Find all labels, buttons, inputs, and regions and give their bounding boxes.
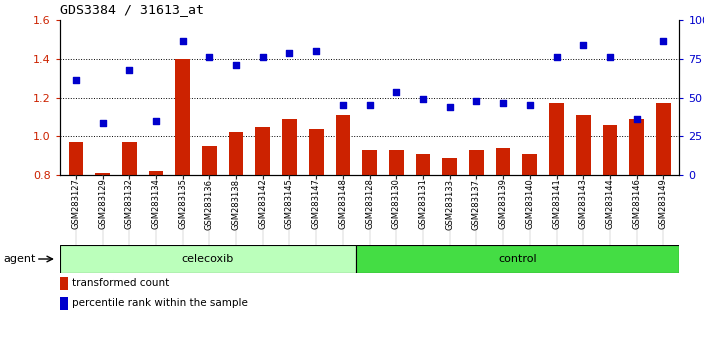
Bar bbox=[389, 150, 403, 175]
Text: GSM283129: GSM283129 bbox=[98, 178, 107, 229]
Bar bbox=[442, 158, 457, 175]
Point bbox=[577, 42, 589, 48]
Text: GSM283139: GSM283139 bbox=[498, 178, 508, 229]
Bar bbox=[95, 173, 110, 175]
Bar bbox=[309, 129, 324, 175]
Point bbox=[230, 62, 241, 67]
Text: GSM283132: GSM283132 bbox=[125, 178, 134, 229]
Text: GSM283142: GSM283142 bbox=[258, 178, 268, 229]
Bar bbox=[469, 150, 484, 175]
Point bbox=[551, 54, 562, 59]
Text: GSM283141: GSM283141 bbox=[552, 178, 561, 229]
Text: GSM283131: GSM283131 bbox=[418, 178, 427, 229]
Bar bbox=[149, 171, 163, 175]
Bar bbox=[415, 154, 430, 175]
Point bbox=[124, 68, 135, 73]
Bar bbox=[549, 103, 564, 175]
Point bbox=[444, 104, 455, 110]
Text: GSM283147: GSM283147 bbox=[312, 178, 321, 229]
Bar bbox=[629, 119, 644, 175]
Point bbox=[364, 102, 375, 108]
Bar bbox=[336, 115, 350, 175]
Text: agent: agent bbox=[4, 254, 36, 264]
Point bbox=[658, 39, 669, 44]
Bar bbox=[229, 132, 244, 175]
Text: GSM283128: GSM283128 bbox=[365, 178, 374, 229]
Point bbox=[524, 102, 536, 108]
Text: GSM283127: GSM283127 bbox=[71, 178, 80, 229]
Bar bbox=[68, 142, 83, 175]
Text: GSM283148: GSM283148 bbox=[339, 178, 347, 229]
Point bbox=[471, 98, 482, 104]
Text: GSM283137: GSM283137 bbox=[472, 178, 481, 229]
Text: GSM283149: GSM283149 bbox=[659, 178, 668, 229]
Text: GSM283144: GSM283144 bbox=[605, 178, 615, 229]
Point bbox=[151, 118, 162, 124]
Bar bbox=[603, 125, 617, 175]
Bar bbox=[256, 127, 270, 175]
Text: GSM283133: GSM283133 bbox=[445, 178, 454, 229]
Text: GSM283135: GSM283135 bbox=[178, 178, 187, 229]
Bar bbox=[60, 277, 68, 290]
Point bbox=[257, 54, 268, 59]
Text: GSM283130: GSM283130 bbox=[392, 178, 401, 229]
Point bbox=[284, 50, 295, 56]
Bar bbox=[60, 297, 68, 310]
Bar bbox=[656, 103, 671, 175]
Text: control: control bbox=[498, 254, 537, 264]
Bar bbox=[175, 59, 190, 175]
Text: GSM283134: GSM283134 bbox=[151, 178, 161, 229]
Point bbox=[337, 102, 348, 108]
Text: GSM283145: GSM283145 bbox=[285, 178, 294, 229]
Bar bbox=[282, 119, 297, 175]
Point bbox=[498, 101, 509, 106]
Bar bbox=[522, 154, 537, 175]
Text: transformed count: transformed count bbox=[73, 278, 170, 289]
Text: GSM283146: GSM283146 bbox=[632, 178, 641, 229]
Point bbox=[604, 54, 615, 59]
Text: GDS3384 / 31613_at: GDS3384 / 31613_at bbox=[60, 4, 204, 16]
Point bbox=[203, 54, 215, 59]
Point bbox=[97, 120, 108, 126]
Point bbox=[417, 97, 429, 102]
Point bbox=[70, 77, 82, 83]
Text: celecoxib: celecoxib bbox=[182, 254, 234, 264]
Text: GSM283143: GSM283143 bbox=[579, 178, 588, 229]
Point bbox=[310, 48, 322, 54]
Bar bbox=[496, 148, 510, 175]
Point bbox=[631, 116, 642, 122]
Bar bbox=[60, 245, 356, 273]
Point bbox=[391, 89, 402, 95]
Bar bbox=[202, 146, 217, 175]
Bar bbox=[363, 150, 377, 175]
Text: percentile rank within the sample: percentile rank within the sample bbox=[73, 298, 248, 308]
Text: GSM283140: GSM283140 bbox=[525, 178, 534, 229]
Text: GSM283138: GSM283138 bbox=[232, 178, 241, 229]
Bar bbox=[122, 142, 137, 175]
Bar bbox=[356, 245, 679, 273]
Text: GSM283136: GSM283136 bbox=[205, 178, 214, 229]
Point bbox=[177, 39, 188, 44]
Bar bbox=[576, 115, 591, 175]
